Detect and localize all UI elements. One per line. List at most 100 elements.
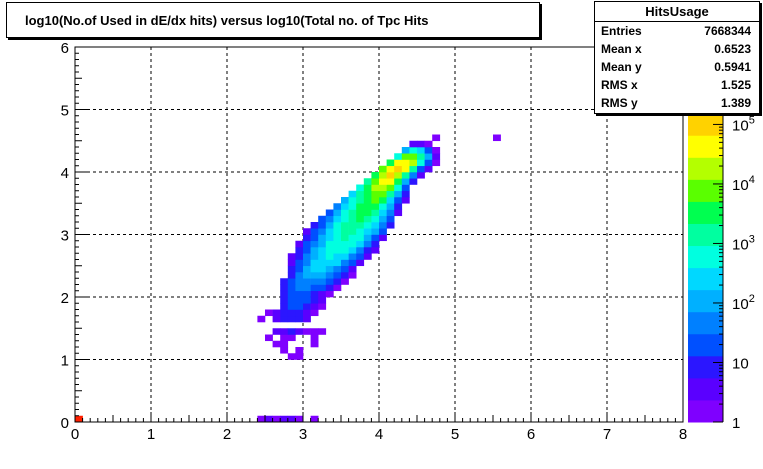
heatmap-bin [325,240,334,248]
heatmap-bin [424,140,433,148]
heatmap-bin [295,309,304,317]
heatmap-bin [379,184,387,192]
heatmap-bin [348,253,357,260]
x-tick-label: 3 [299,426,307,443]
heatmap-bin [280,415,289,423]
heatmap-bin [280,328,289,335]
color-scale-segment [688,201,723,224]
heatmap-bin [287,272,296,279]
heatmap-bin [303,278,311,285]
heatmap-bin [287,278,296,285]
stat-value: 1.525 [720,78,751,92]
heatmap-bin [356,247,365,254]
heatmap-bin [394,172,403,179]
heatmap-bin [295,328,304,335]
heatmap-bins [75,134,501,423]
heatmap-bin [318,222,327,229]
heatmap-bin [341,253,349,260]
heatmap-bin [417,147,425,154]
heatmap-bin [257,415,266,423]
histogram-name: HitsUsage [645,4,709,19]
heatmap-bin [363,247,372,254]
heatmap-bin [310,278,319,285]
heatmap-bin [318,265,327,273]
chart-title: log10(No.of Used in dE/dx hits) versus l… [25,13,429,28]
heatmap-bin [386,190,395,198]
heatmap-bin [310,228,319,235]
heatmap-bin [318,272,327,279]
heatmap-bin [310,303,319,310]
heatmap-bin [394,178,403,185]
heatmap-bin [386,203,395,210]
heatmap-bin [310,253,319,260]
heatmap-bin [371,215,380,223]
heatmap-bin [348,265,357,273]
y-tick-label: 1 [61,353,69,370]
heatmap-bin [318,253,327,260]
heatmap-bin [333,215,342,223]
heatmap-bin [333,234,342,242]
heatmap-bin [348,247,357,254]
color-scale-label: 103 [732,233,755,253]
color-scale-segment [688,135,723,158]
heatmap-bin [287,334,296,342]
heatmap-bin [287,284,296,292]
heatmap-bin [295,278,304,285]
heatmap-bin [371,184,380,192]
heatmap-bin [295,353,304,360]
heatmap-bin [424,165,433,173]
heatmap-bin [379,222,387,229]
heatmap-bin [409,178,418,185]
heatmap-bin [318,278,327,285]
heatmap-bin [310,247,319,254]
heatmap-bin [432,159,441,167]
heatmap-bin [295,240,304,248]
heatmap-bin [341,278,349,285]
stat-value: 0.5941 [714,60,751,74]
heatmap-bin [401,165,410,173]
heatmap-bin [409,153,418,160]
heatmap-bin [341,215,349,223]
heatmap-bin [272,315,281,323]
title-box: log10(No.of Used in dE/dx hits) versus l… [6,2,540,38]
heatmap-bin [310,259,319,267]
x-tick-label: 8 [679,426,687,443]
heatmap-bin [318,228,327,235]
heatmap-bin [303,328,311,335]
heatmap-bin [333,253,342,260]
heatmap-bin [363,240,372,248]
heatmap-bin [280,340,289,348]
color-scale-segment [688,377,723,401]
heatmap-bin [424,153,433,160]
heatmap-bin [356,253,365,260]
stat-label: Mean x [601,42,642,56]
heatmap-bin [265,334,273,342]
heatmap-bin [363,190,372,198]
heatmap-bin [333,272,342,279]
heatmap-bin [341,197,349,204]
heatmap-bin [287,315,296,323]
heatmap-bin [325,253,334,260]
heatmap-bin [333,284,342,292]
heatmap-bin [341,259,349,267]
heatmap-bin [341,240,349,248]
heatmap-bin [379,165,387,173]
x-tick-label: 2 [223,426,231,443]
heatmap-bin [303,247,311,254]
stat-label: Entries [601,24,642,38]
stats-box: HitsUsage Entries 7668344 Mean x 0.6523 … [594,1,760,114]
heatmap-bin [280,309,289,317]
heatmap-bin [401,178,410,185]
color-scale-segment [688,179,723,202]
heatmap-bin [310,328,319,335]
heatmap-bin [394,197,403,204]
x-axis: 0 1 2 3 4 5 6 7 8 [71,412,687,443]
heatmap-bin [348,259,357,267]
heatmap-bin [356,222,365,229]
heatmap-bin [303,272,311,279]
heatmap-bin [363,209,372,217]
stat-label: Mean y [601,60,642,74]
heatmap-bin [417,159,425,167]
heatmap-bin [356,234,365,242]
